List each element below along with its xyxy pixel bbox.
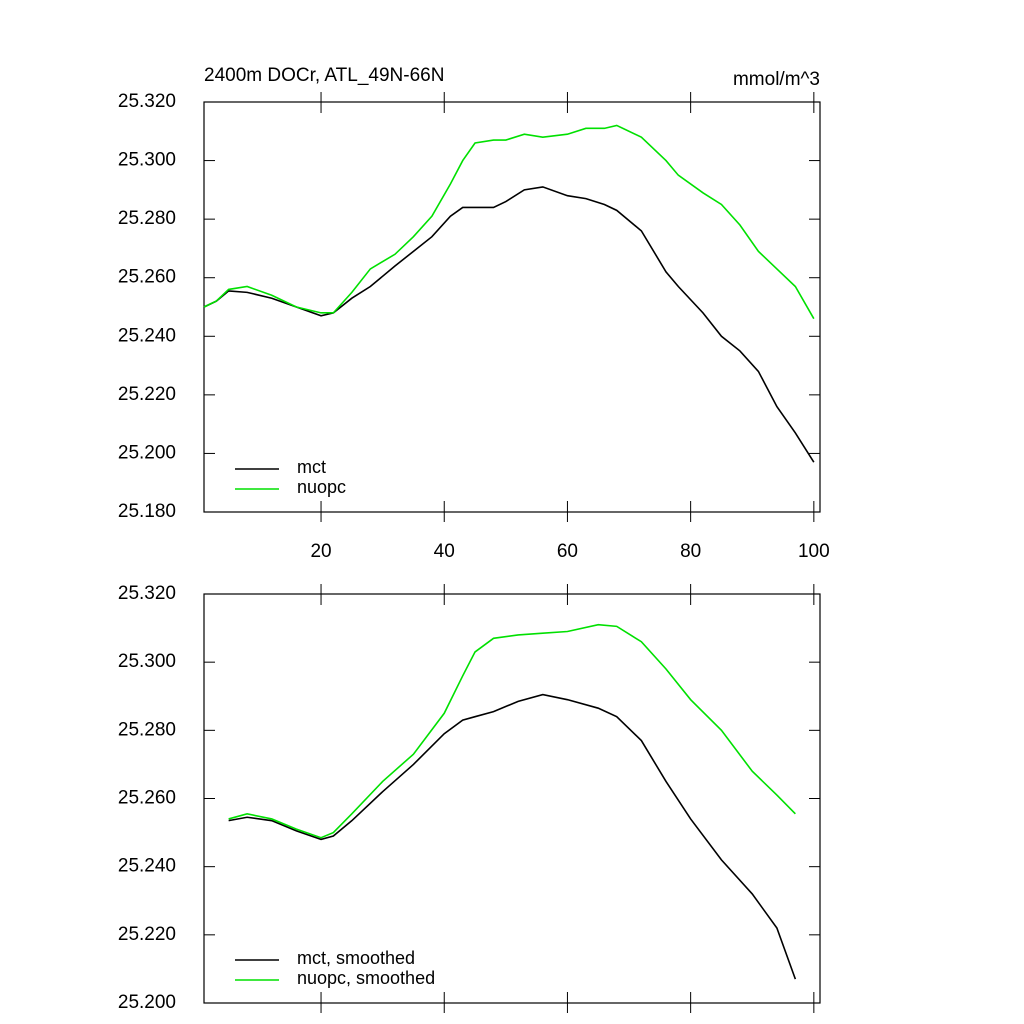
y-tick-label: 25.300	[118, 150, 176, 171]
units-label: mmol/m^3	[733, 69, 820, 90]
y-tick-label: 25.240	[118, 325, 176, 346]
y-tick-label: 25.300	[118, 651, 176, 672]
y-tick-label: 25.200	[118, 442, 176, 463]
y-tick-label: 25.180	[118, 501, 176, 522]
y-tick-label: 25.320	[118, 583, 176, 604]
y-tick-label: 25.280	[118, 208, 176, 229]
y-tick-label: 25.220	[118, 384, 176, 405]
chart-title: 2400m DOCr, ATL_49N-66N	[204, 65, 444, 86]
y-tick-label: 25.260	[118, 267, 176, 288]
x-tick-label: 60	[557, 541, 578, 562]
series-line	[228, 693, 797, 980]
legend-label: nuopc, smoothed	[297, 968, 435, 988]
y-tick-label: 25.220	[118, 924, 176, 945]
series-line	[203, 124, 815, 320]
y-tick-label: 25.320	[118, 91, 176, 112]
legend-label: mct	[297, 457, 326, 477]
series-line	[228, 623, 796, 839]
legend-label: mct, smoothed	[297, 948, 415, 968]
y-tick-label: 25.240	[118, 856, 176, 877]
y-tick-label: 25.260	[118, 788, 176, 809]
y-tick-label: 25.280	[118, 719, 176, 740]
plot-frame	[203, 593, 821, 1004]
series-line	[203, 186, 815, 463]
legend-label: nuopc	[297, 477, 346, 497]
x-tick-label: 100	[798, 541, 830, 562]
x-tick-label: 40	[434, 541, 455, 562]
y-tick-label: 25.200	[118, 992, 176, 1013]
x-tick-label: 20	[310, 541, 331, 562]
x-tick-label: 80	[680, 541, 701, 562]
